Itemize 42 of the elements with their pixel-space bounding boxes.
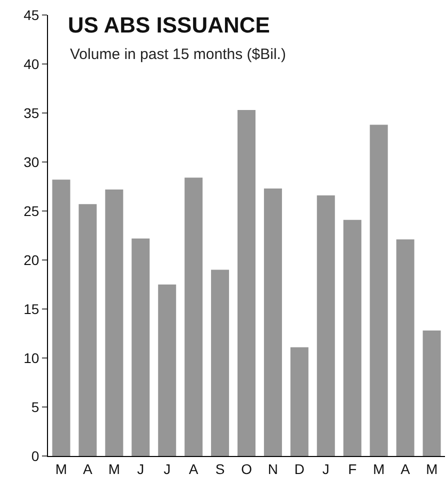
x-tick-label: N	[268, 460, 278, 477]
bar	[158, 284, 176, 456]
x-tick-label: A	[83, 460, 94, 477]
y-tick-label: 30	[24, 154, 40, 170]
x-tick-label: J	[137, 460, 144, 477]
y-tick-label: 0	[31, 448, 40, 464]
x-tick-label: O	[241, 460, 252, 477]
y-tick-label: 45	[24, 6, 40, 23]
bar	[184, 178, 203, 456]
x-tick-label: F	[348, 460, 357, 477]
y-tick-label: 5	[31, 398, 40, 415]
bar	[238, 110, 256, 456]
bar	[396, 239, 414, 456]
y-tick-label: 40	[24, 56, 40, 72]
y-tick-label: 15	[24, 300, 40, 317]
x-tick-label: D	[294, 460, 304, 477]
chart-title: US ABS ISSUANCE	[68, 12, 270, 38]
bar	[105, 189, 124, 456]
x-tick-label: J	[164, 460, 171, 477]
bar	[78, 204, 97, 456]
bar	[211, 270, 230, 456]
text: Volume in past 15 months ($Bil.)	[70, 46, 286, 63]
x-tick-label: A	[188, 460, 199, 477]
y-tick-label: 35	[24, 104, 40, 121]
bar	[343, 220, 362, 456]
x-tick-label: M	[55, 460, 68, 477]
y-tick-label: 20	[24, 252, 40, 268]
bar	[264, 188, 282, 456]
x-tick-label: A	[400, 460, 411, 477]
bar	[290, 347, 308, 456]
x-tick-label: S	[215, 460, 225, 477]
bar	[52, 180, 70, 456]
bar	[422, 330, 441, 456]
x-tick-label: J	[322, 460, 330, 477]
x-tick-label: M	[108, 460, 120, 477]
bar	[132, 238, 150, 456]
x-tick-label: M	[372, 460, 385, 477]
bar	[370, 124, 388, 456]
y-tick-label: 10	[24, 350, 40, 366]
x-tick-label: M	[426, 460, 438, 477]
bar	[316, 195, 335, 456]
y-tick-label: 25	[24, 202, 40, 219]
